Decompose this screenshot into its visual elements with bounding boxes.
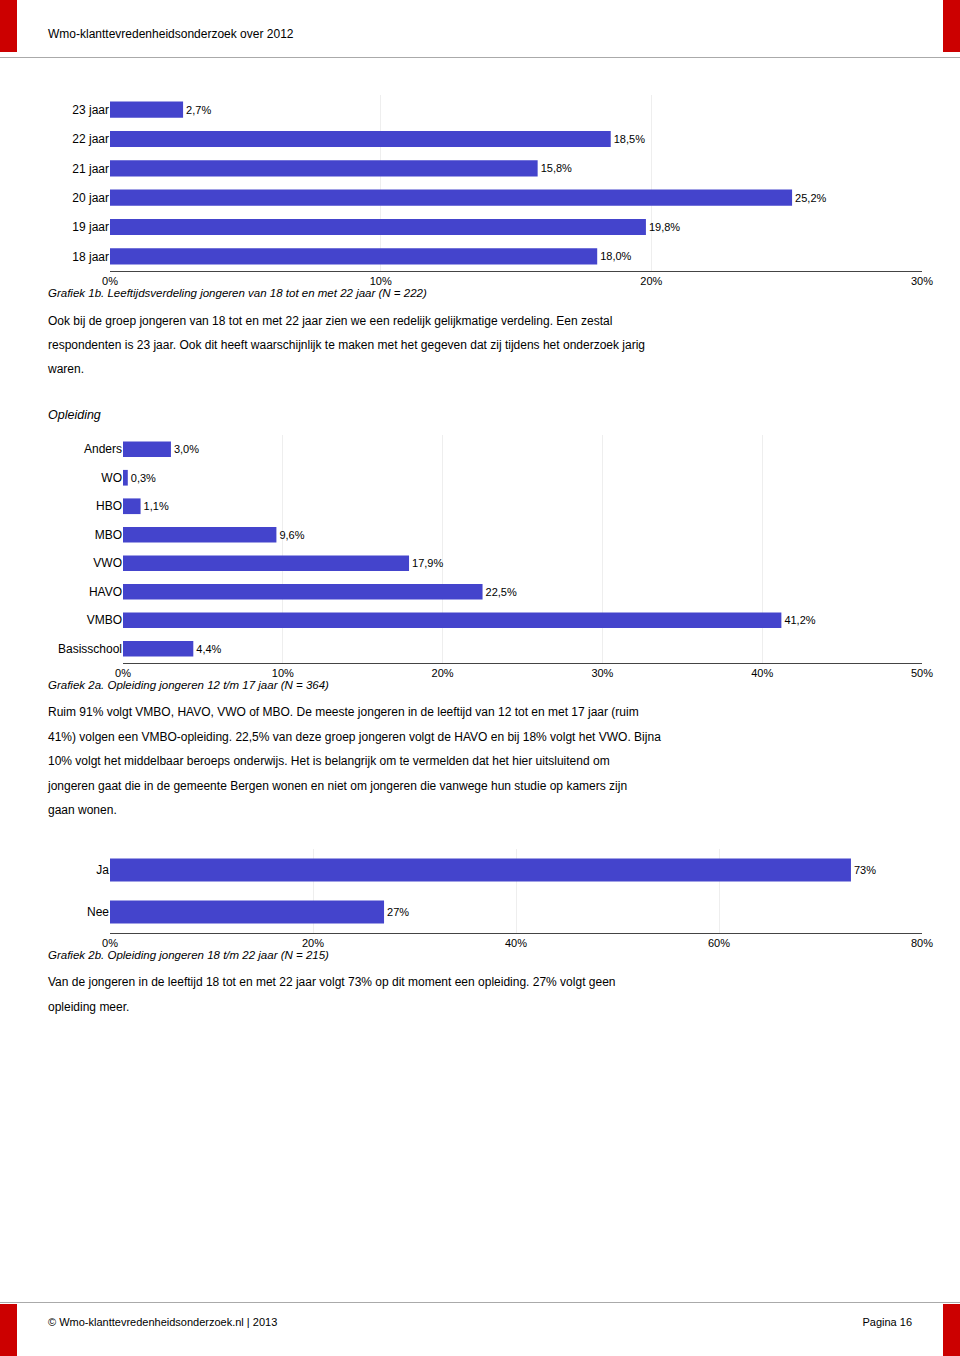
- svg-text:20%: 20%: [432, 667, 454, 679]
- html-text:waren.: waren.: [48, 362, 84, 377]
- html-text:10% volgt het middelbaar beroe: 10% volgt het middelbaar beroeps onderwi…: [48, 754, 610, 769]
- html-text:Van de jongeren in de leeftijd: Van de jongeren in de leeftijd 18 tot en…: [48, 975, 616, 990]
- html-text:gaan wonen.: gaan wonen.: [48, 803, 117, 818]
- html-text:Ruim 91% volgt VMBO, HAVO, VWO: Ruim 91% volgt VMBO, HAVO, VWO of MBO. D…: [48, 705, 639, 720]
- svg-text:20 jaar: 20 jaar: [72, 191, 109, 205]
- svg-text:10%: 10%: [370, 275, 392, 287]
- svg-text:2,7%: 2,7%: [186, 104, 211, 116]
- svg-text:50%: 50%: [911, 667, 933, 679]
- html-text:respondenten is 23 jaar. Ook d: respondenten is 23 jaar. Ook dit heeft w…: [48, 338, 645, 352]
- svg-text:19,8%: 19,8%: [649, 221, 680, 233]
- svg-text:VMBO: VMBO: [87, 614, 122, 628]
- svg-text:18,0%: 18,0%: [600, 250, 631, 262]
- svg-text:22 jaar: 22 jaar: [72, 132, 109, 146]
- svg-text:80%: 80%: [911, 937, 933, 949]
- svg-text:0,3%: 0,3%: [131, 472, 156, 484]
- html-text:Pagina 16: Pagina 16: [862, 1315, 912, 1328]
- svg-text:HAVO: HAVO: [89, 585, 122, 599]
- svg-text:40%: 40%: [505, 937, 527, 949]
- svg-text:20%: 20%: [302, 937, 324, 949]
- html-text:Grafiek 2a. Opleiding jongeren: Grafiek 2a. Opleiding jongeren 12 t/m 17…: [48, 679, 329, 692]
- svg-text:25,2%: 25,2%: [795, 192, 826, 204]
- html-text:jongeren gaat die in de gemeen: jongeren gaat die in de gemeente Bergen …: [48, 778, 628, 793]
- html-text:Grafiek 1b. Leeftijdsverdeling: Grafiek 1b. Leeftijdsverdeling jongeren …: [48, 287, 427, 300]
- html-text:Grafiek 2b. Opleiding jongeren: Grafiek 2b. Opleiding jongeren 18 t/m 22…: [48, 949, 329, 962]
- html-text:Opleiding: Opleiding: [48, 408, 101, 423]
- svg-text:40%: 40%: [751, 667, 773, 679]
- svg-text:0%: 0%: [102, 275, 118, 287]
- svg-text:WO: WO: [101, 471, 122, 485]
- svg-text:3,0%: 3,0%: [174, 444, 199, 456]
- svg-text:Basisschool: Basisschool: [58, 642, 122, 656]
- svg-text:21 jaar: 21 jaar: [72, 161, 109, 175]
- html-text:41%) volgen een VMBO-opleiding: 41%) volgen een VMBO-opleiding. 22,5% va…: [48, 729, 661, 744]
- svg-text:20%: 20%: [640, 275, 662, 287]
- svg-text:MBO: MBO: [95, 528, 122, 542]
- svg-text:41,2%: 41,2%: [784, 615, 815, 627]
- svg-text:30%: 30%: [591, 667, 613, 679]
- svg-text:10%: 10%: [272, 667, 294, 679]
- svg-text:17,9%: 17,9%: [412, 558, 443, 570]
- svg-text:19 jaar: 19 jaar: [72, 220, 109, 234]
- svg-text:0%: 0%: [102, 937, 118, 949]
- svg-text:18,5%: 18,5%: [614, 133, 645, 145]
- html-text:Ook bij de groep jongeren van: Ook bij de groep jongeren van 18 tot en …: [48, 313, 613, 328]
- html-text:© Wmo-klanttevredenheidsonderz: © Wmo-klanttevredenheidsonderzoek.nl | 2…: [48, 1315, 278, 1328]
- svg-text:23 jaar: 23 jaar: [72, 103, 109, 117]
- html-text:Wmo-klanttevredenheidsonderzoe: Wmo-klanttevredenheidsonderzoek over 201…: [48, 27, 294, 41]
- svg-text:15,8%: 15,8%: [541, 162, 572, 174]
- svg-text:30%: 30%: [911, 275, 933, 287]
- svg-text:1,1%: 1,1%: [144, 501, 169, 513]
- svg-text:22,5%: 22,5%: [486, 586, 517, 598]
- svg-text:27%: 27%: [387, 906, 409, 918]
- svg-text:Nee: Nee: [87, 905, 109, 919]
- svg-text:HBO: HBO: [96, 500, 122, 514]
- svg-text:VWO: VWO: [93, 557, 122, 571]
- svg-text:9,6%: 9,6%: [279, 529, 304, 541]
- svg-text:18 jaar: 18 jaar: [72, 249, 109, 263]
- svg-text:60%: 60%: [708, 937, 730, 949]
- svg-text:Anders: Anders: [84, 443, 122, 457]
- svg-text:0%: 0%: [115, 667, 131, 679]
- svg-text:Ja: Ja: [96, 863, 109, 877]
- svg-text:73%: 73%: [854, 864, 876, 876]
- html-text:opleiding meer.: opleiding meer.: [48, 999, 130, 1014]
- svg-text:4,4%: 4,4%: [196, 643, 221, 655]
